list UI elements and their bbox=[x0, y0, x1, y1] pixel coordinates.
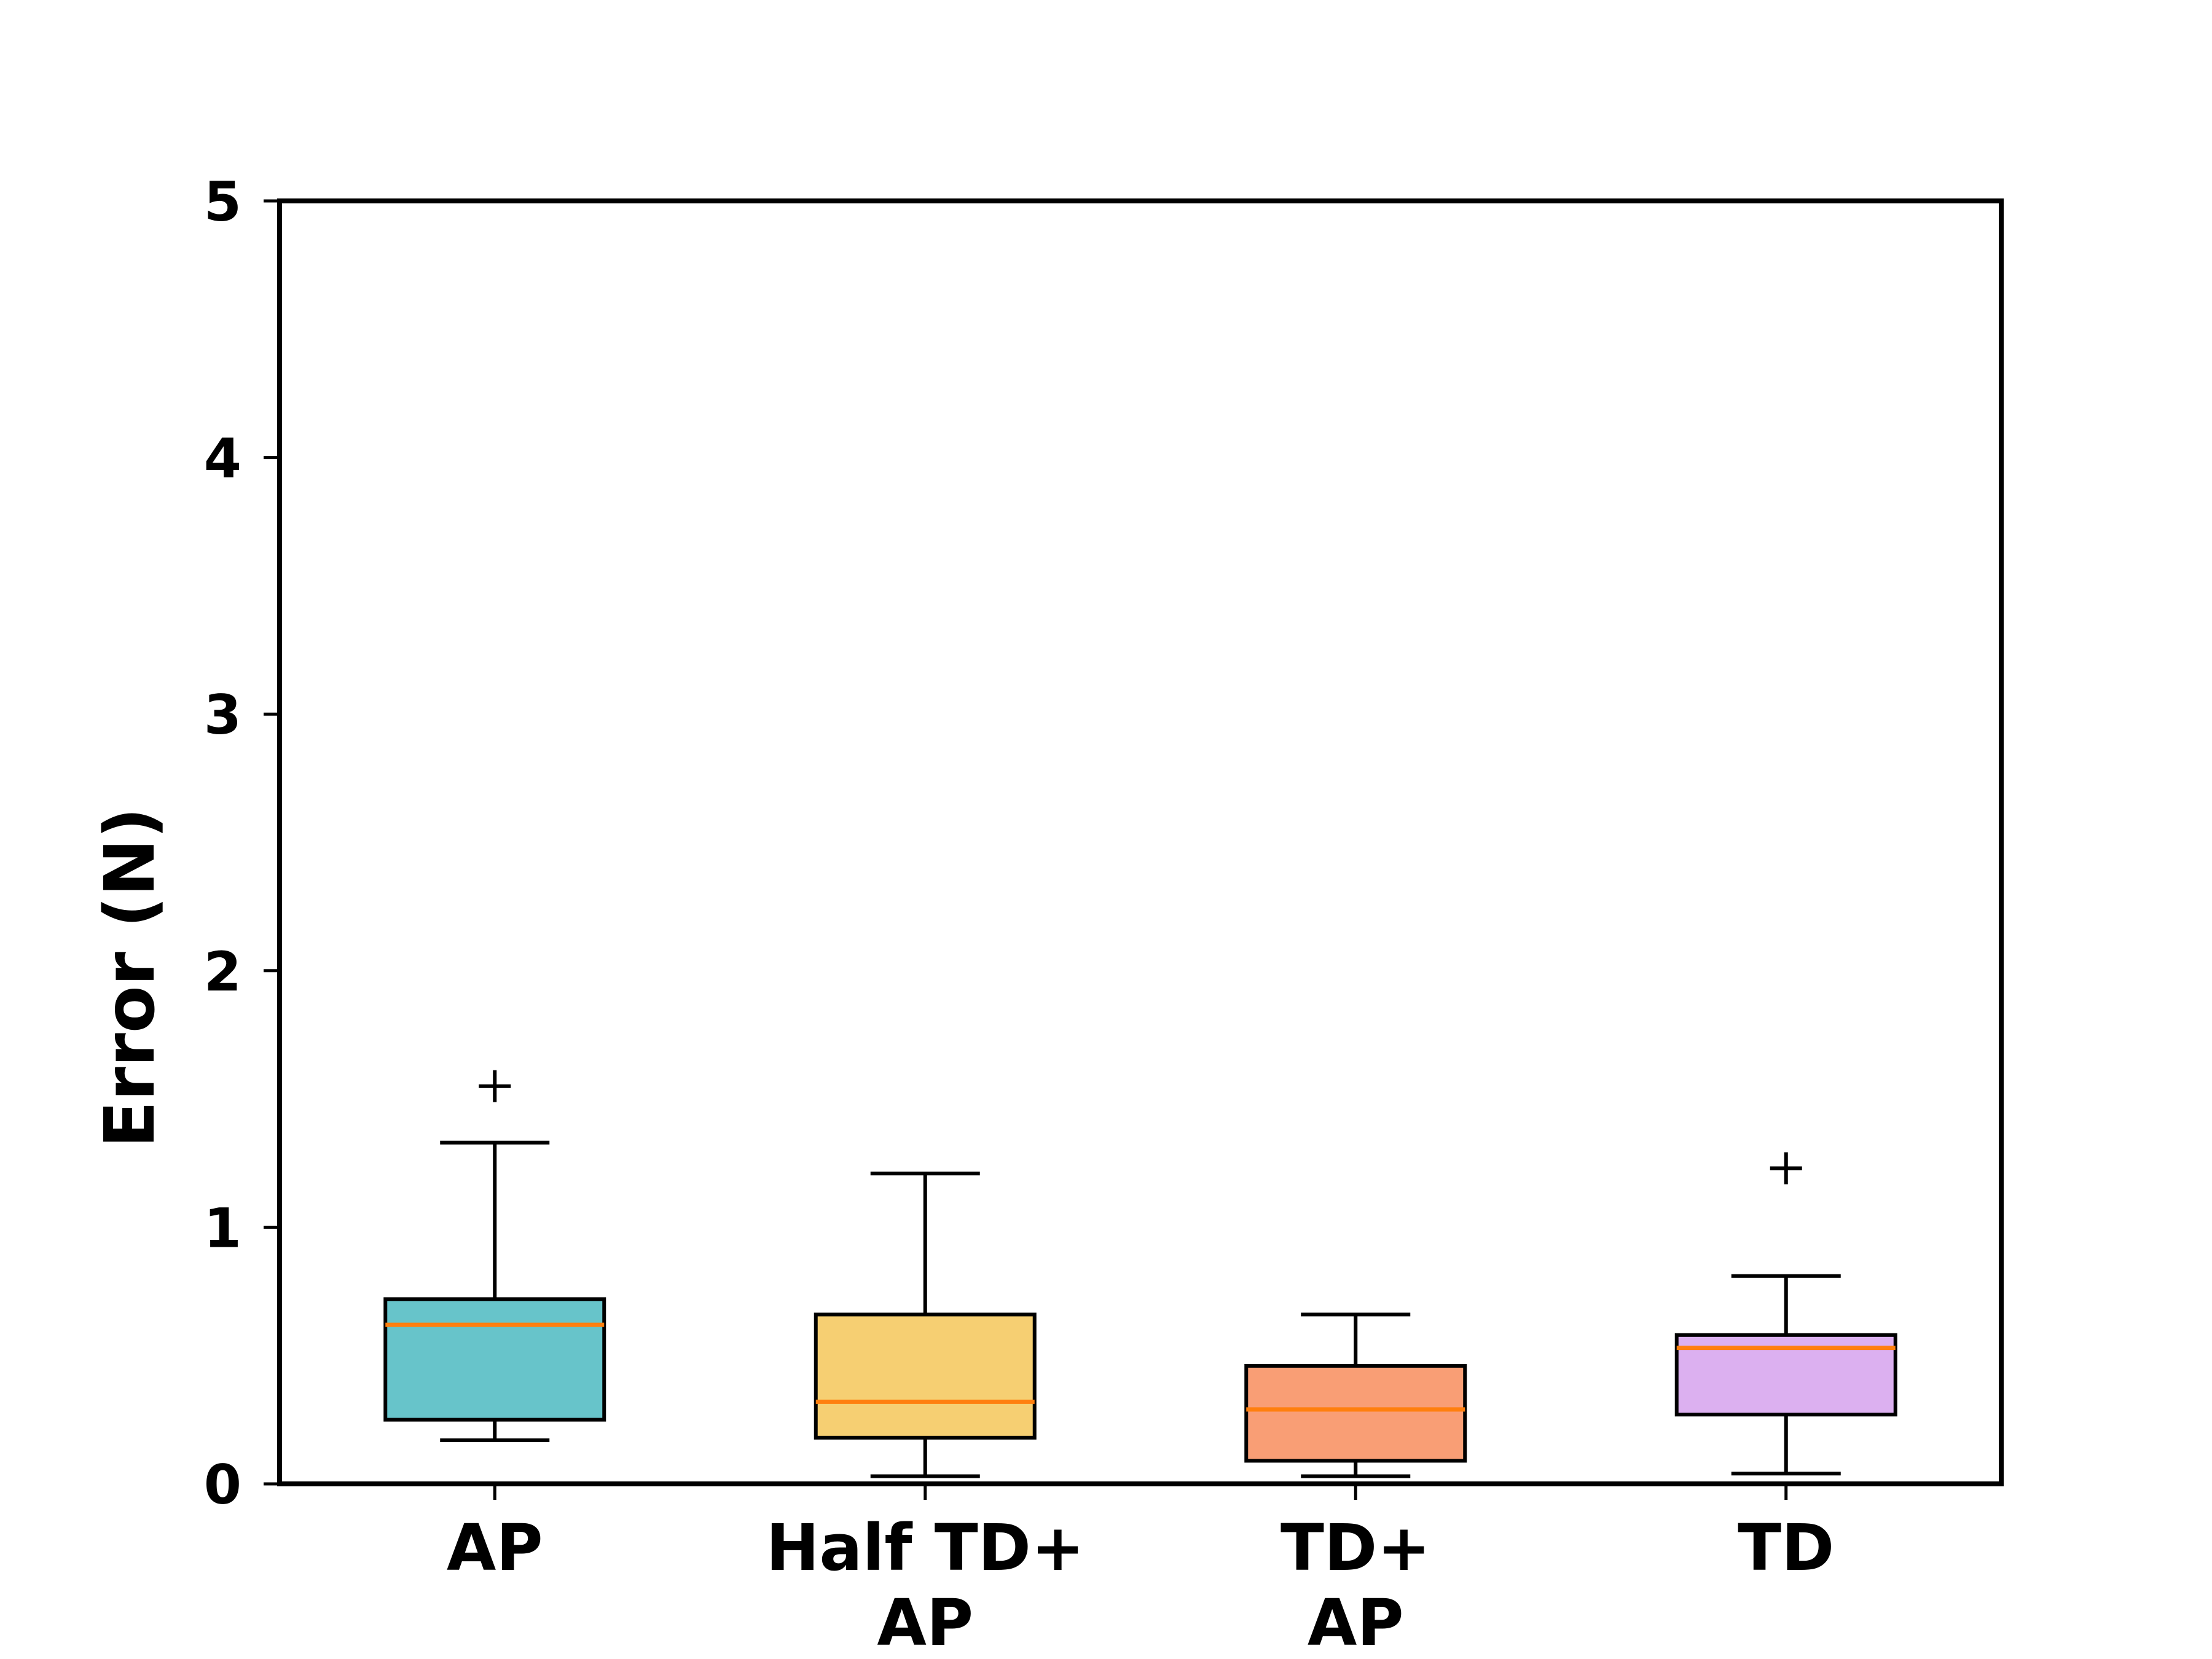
x-tick-label: AP bbox=[447, 1510, 543, 1585]
y-tick-label: 3 bbox=[204, 683, 241, 747]
x-tick-label: TD+ bbox=[1281, 1510, 1430, 1585]
x-tick-label: Half TD+ bbox=[766, 1510, 1084, 1585]
y-tick-label: 0 bbox=[204, 1453, 241, 1516]
y-tick-label: 4 bbox=[204, 427, 241, 490]
y-tick-label: 2 bbox=[204, 940, 241, 1003]
y-tick-label: 1 bbox=[204, 1196, 241, 1260]
x-tick-label: AP bbox=[877, 1585, 973, 1659]
y-axis-label: Error (N) bbox=[90, 807, 170, 1148]
x-tick-label: AP bbox=[1308, 1585, 1404, 1659]
axes-frame bbox=[277, 198, 2004, 1486]
box-body bbox=[814, 1312, 1037, 1440]
box-body bbox=[1244, 1363, 1467, 1463]
y-tick-label: 5 bbox=[204, 170, 241, 233]
x-tick-label: TD bbox=[1738, 1510, 1834, 1585]
box-body bbox=[383, 1297, 606, 1422]
